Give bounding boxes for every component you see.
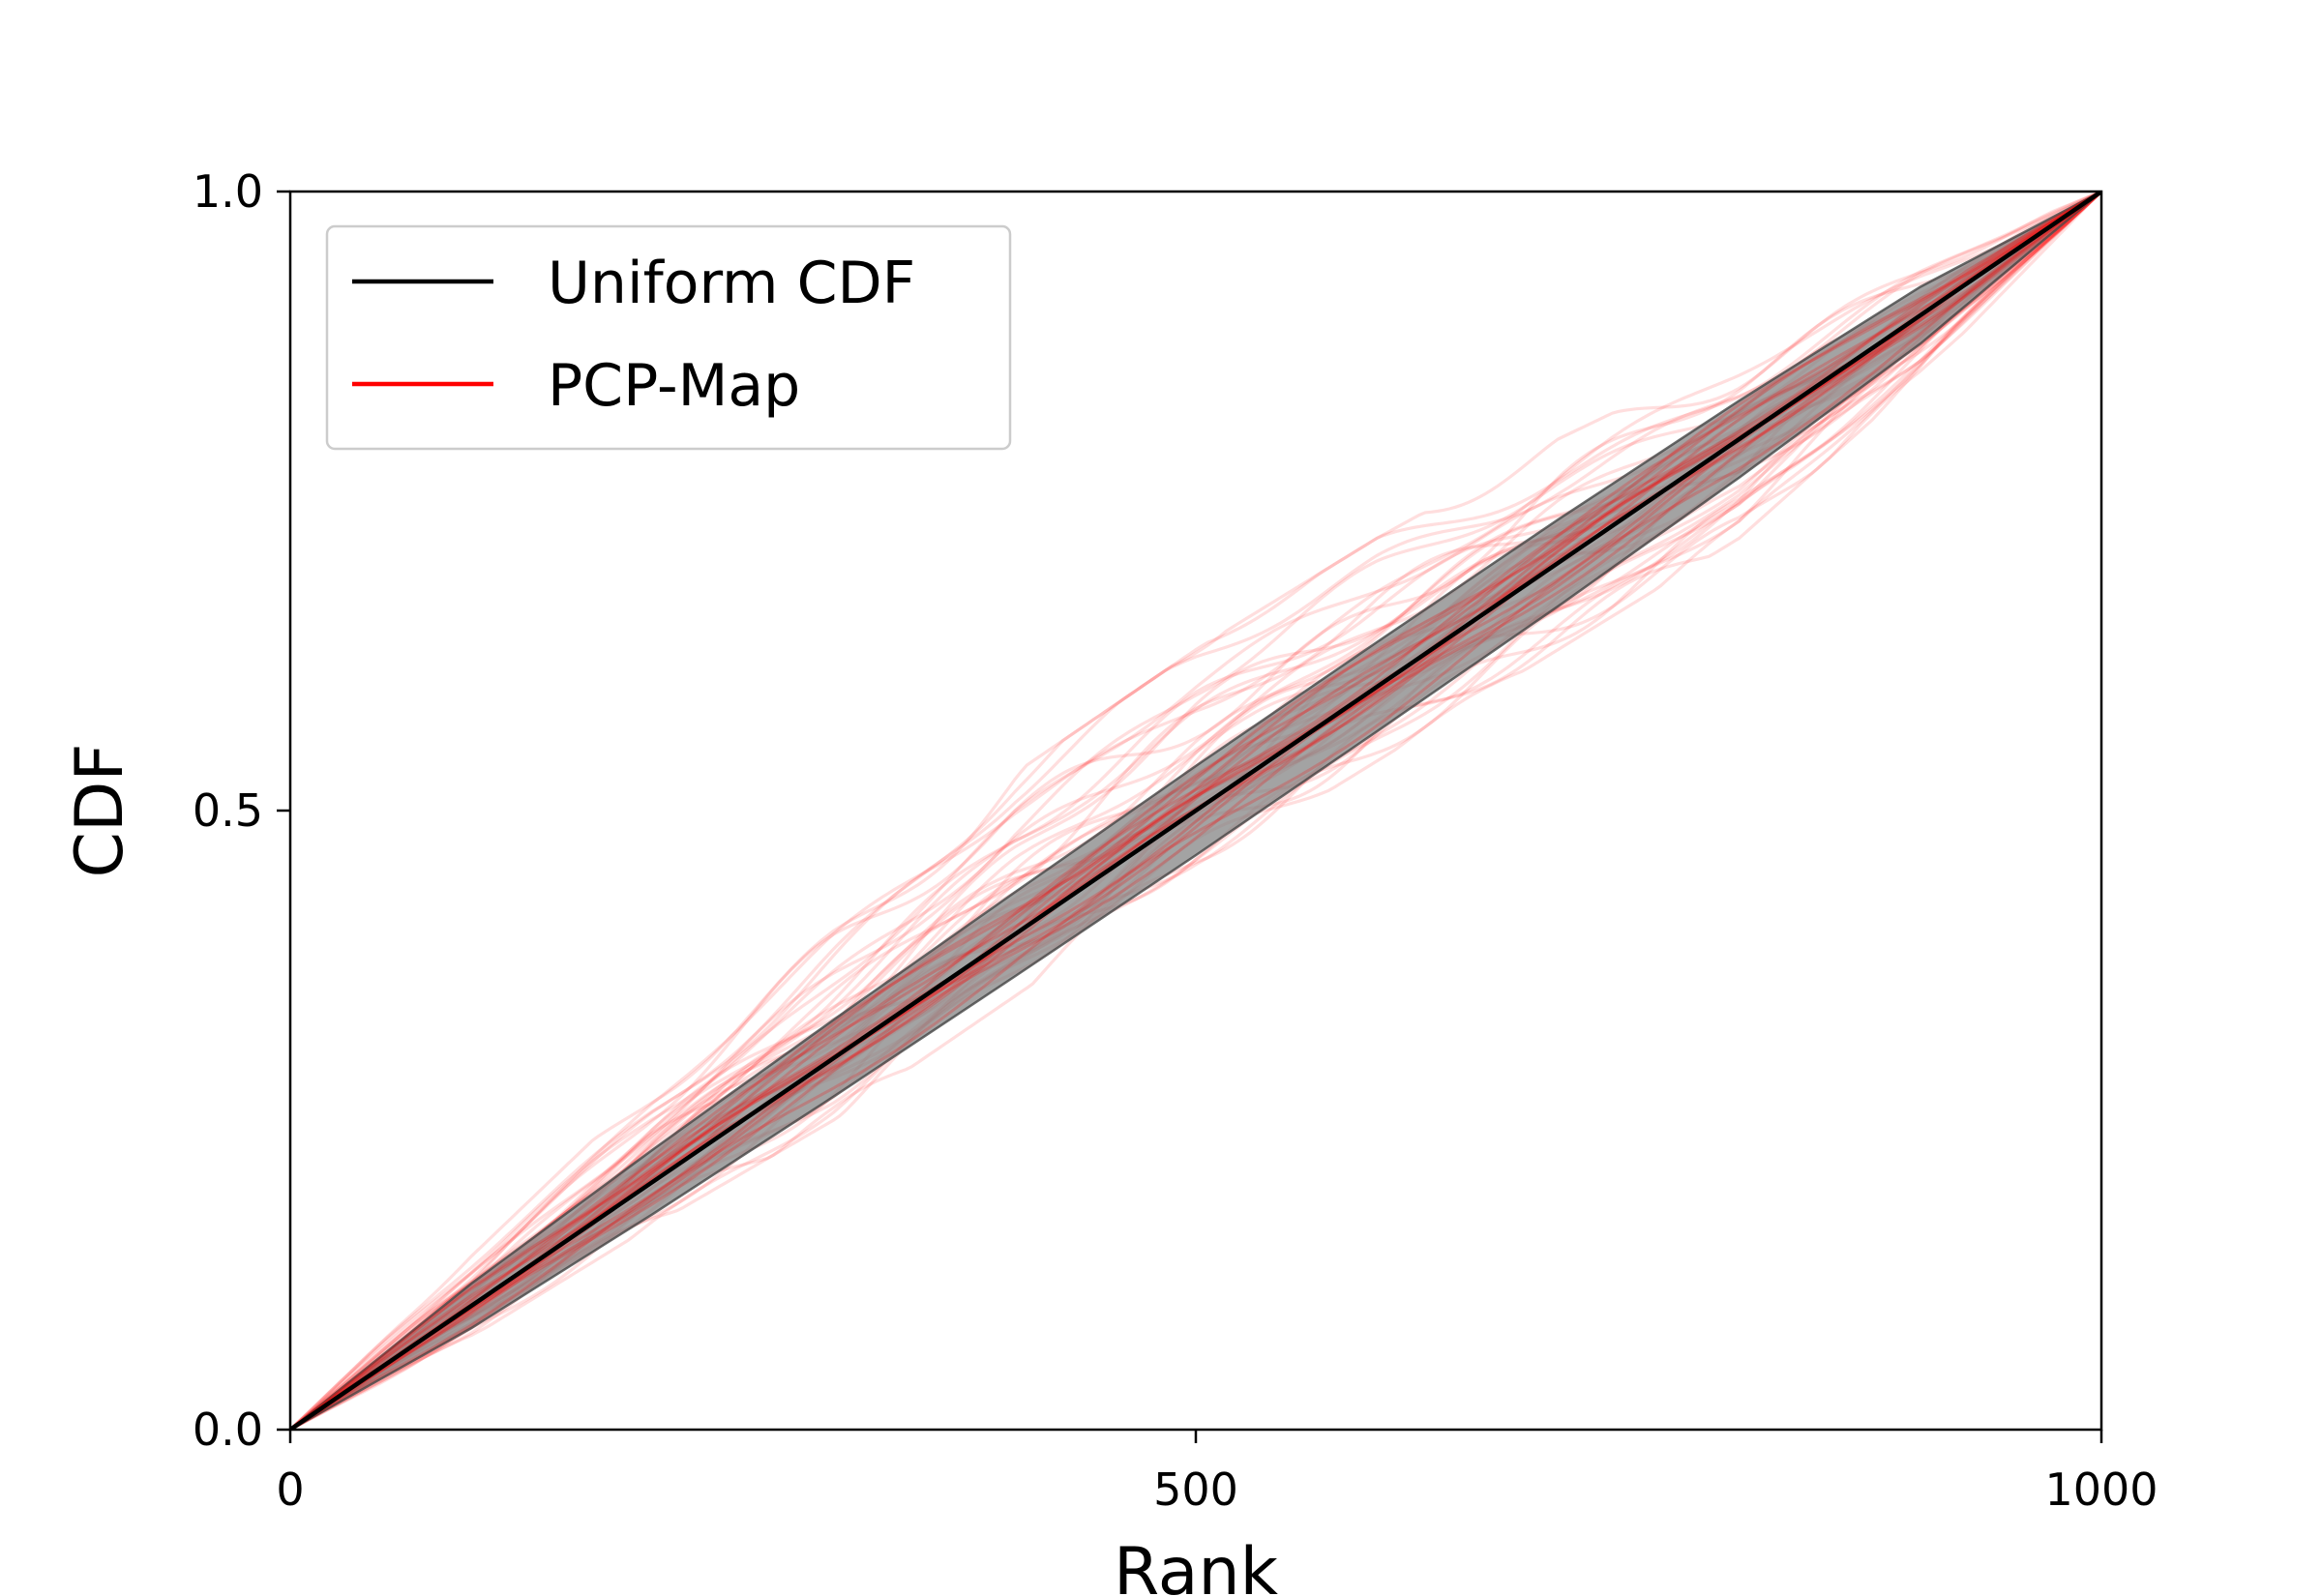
pcp-map-curve-inband (290, 192, 2101, 1430)
uniform-cdf-line (290, 192, 2101, 1430)
pcp-map-curve-inband (290, 192, 2101, 1430)
y-tick-label-1: 1.0 (193, 165, 263, 218)
legend-label-uniform: Uniform CDF (548, 250, 915, 317)
x-axis-label: Rank (1114, 1534, 1279, 1596)
axis-ticks (277, 190, 2103, 1443)
legend-box (325, 224, 1012, 451)
pcp-map-curve (290, 192, 2101, 1430)
pcp-map-curve-inband (290, 192, 2101, 1430)
y-tick-label-0: 0.0 (193, 1404, 263, 1456)
pcp-map-curve-inband (290, 192, 2101, 1430)
legend-label-pcp-map: PCP-Map (548, 352, 800, 420)
pcp-map-curve-inband (290, 192, 2101, 1430)
y-tick-label-05: 0.5 (193, 784, 263, 837)
pcp-map-curve (290, 192, 2101, 1430)
x-tick-label-500: 500 (1153, 1463, 1238, 1516)
legend: Uniform CDF PCP-Map (325, 224, 1012, 451)
pcp-map-curve-inband (290, 192, 2101, 1430)
uniform-cdf-layer (290, 192, 2101, 1430)
x-tick-label-0: 0 (276, 1463, 304, 1516)
pcp-map-curve-inband (290, 192, 2101, 1430)
pcp-map-curve-inband (290, 192, 2101, 1430)
y-axis-label: CDF (62, 744, 138, 878)
x-tick-label-1000: 1000 (2044, 1463, 2158, 1516)
pcp-map-curve (290, 192, 2101, 1430)
pcp-map-curve-inband (290, 192, 2101, 1430)
pcp-map-curve (290, 192, 2101, 1430)
